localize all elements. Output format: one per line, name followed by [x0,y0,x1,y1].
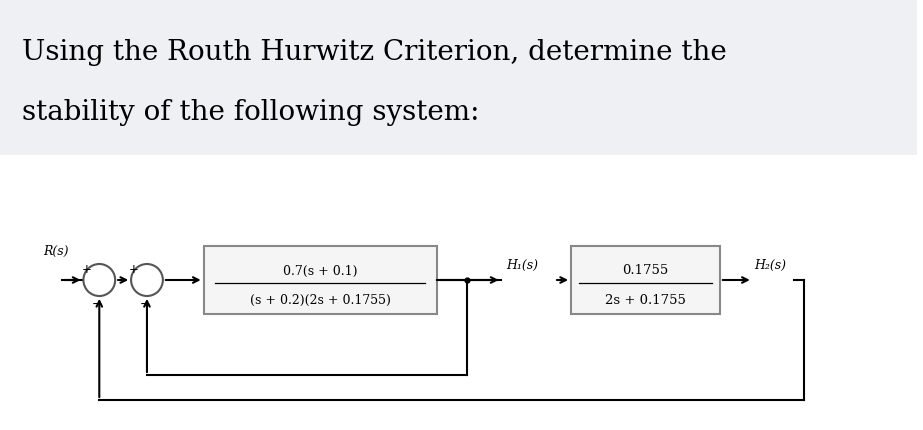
Text: R(s): R(s) [42,245,68,258]
Text: −: − [92,298,102,311]
Text: H₂(s): H₂(s) [755,259,786,272]
Text: −: − [139,298,150,311]
Text: 2s + 0.1755: 2s + 0.1755 [605,294,686,307]
Bar [0,0,917,155]
Bar [571,246,720,314]
Text: Using the Routh Hurwitz Criterion, determine the: Using the Routh Hurwitz Criterion, deter… [22,39,726,65]
Text: +: + [129,263,139,276]
Text: 0.7(s + 0.1): 0.7(s + 0.1) [283,264,357,277]
Bar [204,246,437,314]
Text: +: + [81,263,91,276]
Text: H₁(s): H₁(s) [507,259,538,272]
Text: stability of the following system:: stability of the following system: [22,98,479,126]
Text: 0.1755: 0.1755 [622,264,668,277]
Text: (s + 0.2)(2s + 0.1755): (s + 0.2)(2s + 0.1755) [250,294,390,307]
